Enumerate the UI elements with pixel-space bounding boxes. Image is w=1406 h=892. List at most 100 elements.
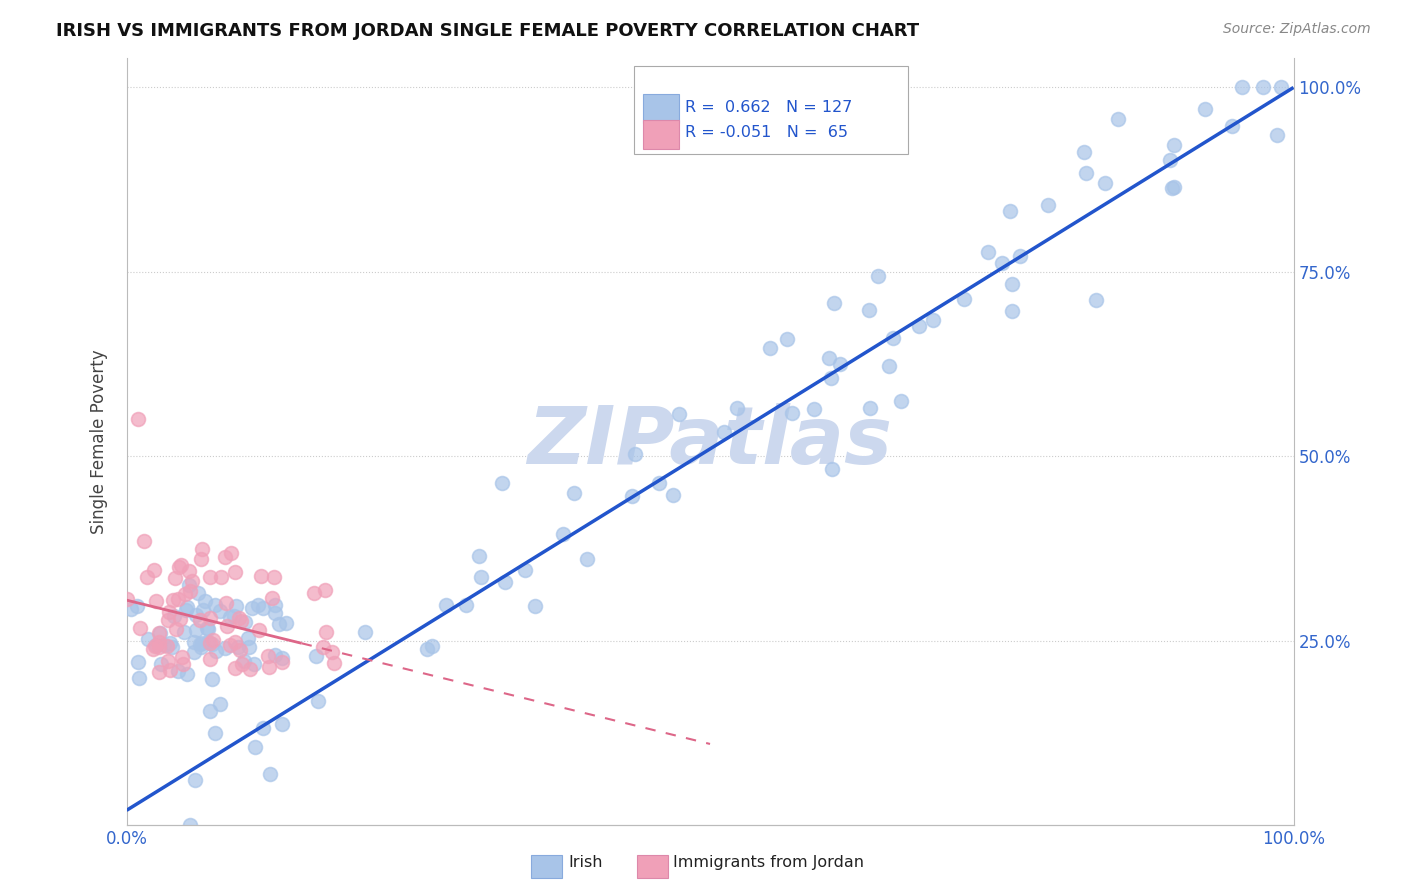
Point <box>576 551 599 566</box>
Point <box>247 623 270 637</box>
Point <box>264 606 287 620</box>
Point <box>148 640 170 654</box>
Point <box>224 661 246 675</box>
Point <box>214 640 236 655</box>
Point <box>204 726 226 740</box>
Point <box>209 604 232 618</box>
Point <box>434 599 457 613</box>
Point <box>250 569 273 583</box>
Point <box>803 401 825 416</box>
Point <box>209 697 232 711</box>
Point <box>184 624 207 638</box>
Point <box>190 637 212 651</box>
Point <box>150 657 173 671</box>
Point <box>128 622 150 636</box>
Point <box>190 640 212 654</box>
Point <box>219 546 242 560</box>
Point <box>491 476 513 491</box>
Point <box>179 565 201 579</box>
Point <box>179 818 201 832</box>
Point <box>314 583 336 598</box>
Point <box>127 655 149 669</box>
Point <box>922 313 945 327</box>
Point <box>830 358 852 372</box>
Point <box>187 586 209 600</box>
Point <box>246 599 269 613</box>
Point <box>162 609 184 624</box>
Point <box>224 634 246 648</box>
Point <box>990 256 1012 270</box>
Point <box>820 462 842 476</box>
Point <box>162 593 184 607</box>
Point <box>233 615 256 629</box>
Point <box>240 600 263 615</box>
Point <box>908 318 931 333</box>
Point <box>155 640 177 654</box>
Point <box>1001 304 1024 318</box>
Point <box>817 351 839 365</box>
Point <box>176 667 198 681</box>
Point <box>148 625 170 640</box>
Point <box>236 632 259 646</box>
Point <box>169 612 191 626</box>
Point <box>257 649 280 664</box>
Point <box>229 614 252 628</box>
Point <box>1265 128 1288 143</box>
Point <box>233 654 256 668</box>
Point <box>1010 249 1032 263</box>
Point <box>200 652 222 666</box>
Point <box>998 204 1021 219</box>
Point <box>157 613 180 627</box>
Point <box>231 657 253 671</box>
Point <box>1073 145 1095 159</box>
Point <box>1251 80 1274 95</box>
Point <box>252 601 274 615</box>
Point <box>219 638 242 652</box>
Point <box>243 740 266 755</box>
Point <box>243 657 266 671</box>
Point <box>238 640 260 654</box>
Point <box>136 570 159 584</box>
Point <box>198 611 221 625</box>
Point <box>157 605 180 619</box>
Point <box>193 593 215 607</box>
Point <box>183 635 205 649</box>
Point <box>190 542 212 557</box>
Point <box>271 717 294 731</box>
Point <box>165 622 187 636</box>
Point <box>174 587 197 601</box>
Point <box>209 570 232 584</box>
Point <box>823 296 845 310</box>
Point <box>1220 119 1243 133</box>
Point <box>782 406 804 420</box>
Point <box>1270 80 1292 95</box>
Point <box>513 564 536 578</box>
Point <box>271 655 294 669</box>
Point <box>173 624 195 639</box>
Point <box>662 487 685 501</box>
Point <box>1085 293 1108 307</box>
Point <box>1076 165 1098 179</box>
Point <box>143 563 166 577</box>
Point <box>953 292 976 306</box>
Point <box>179 583 201 598</box>
Point <box>470 569 492 583</box>
Point <box>148 665 170 679</box>
Point <box>197 635 219 649</box>
Point <box>160 640 183 655</box>
Point <box>215 619 238 633</box>
Point <box>420 640 443 654</box>
Point <box>170 650 193 665</box>
Point <box>267 617 290 632</box>
Point <box>1232 80 1254 95</box>
Point <box>197 623 219 637</box>
Point <box>190 552 212 566</box>
Point <box>1094 177 1116 191</box>
Point <box>159 636 181 650</box>
Point <box>215 596 238 610</box>
Point <box>167 560 190 574</box>
Point <box>262 591 284 605</box>
Point <box>170 558 193 573</box>
Point <box>127 599 149 613</box>
Point <box>668 407 690 421</box>
